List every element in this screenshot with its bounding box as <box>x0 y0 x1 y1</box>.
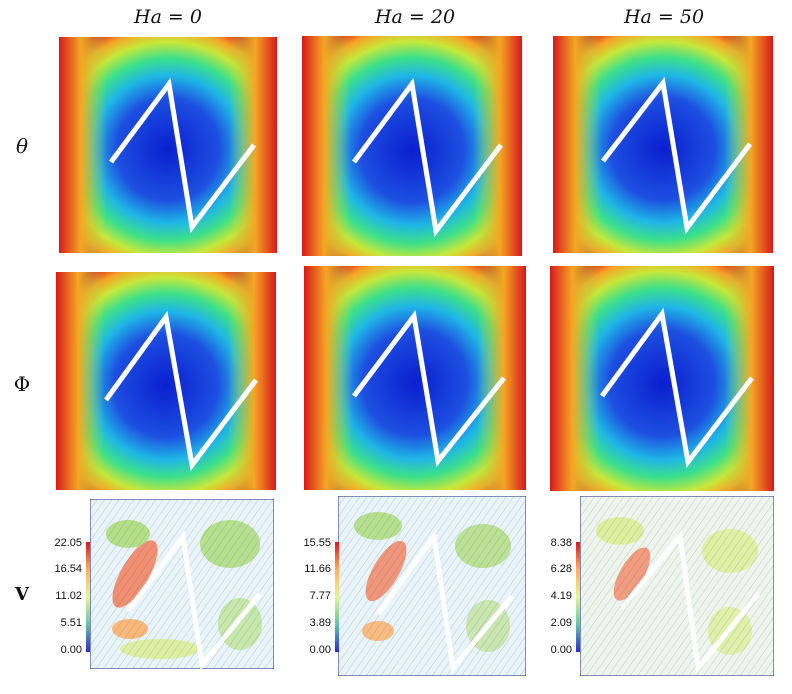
velocity-colorbar-ha-50 <box>576 542 580 652</box>
phi-field-ha-50 <box>550 266 774 491</box>
zigzag-baffle <box>620 529 760 675</box>
column-title-ha-20: Ha = 20 <box>374 6 456 28</box>
row-label-velocity: V <box>15 584 29 605</box>
zigzag-baffle <box>599 307 754 469</box>
row-label-phi: Φ <box>13 372 31 396</box>
velocity-field-ha-20 <box>338 496 526 676</box>
colorbar-tick: 3.89 <box>309 617 331 629</box>
colorbar-tick: 11.02 <box>55 590 82 602</box>
zigzag-baffle <box>103 310 258 472</box>
colorbar-tick: 5.51 <box>60 617 82 629</box>
colorbar-tick: 7.77 <box>309 590 331 602</box>
phi-field-ha-20 <box>304 266 526 490</box>
colorbar-tick: 22.05 <box>54 537 82 549</box>
velocity-field-ha-50 <box>580 496 774 676</box>
zigzag-baffle <box>352 309 506 467</box>
zigzag-baffle <box>601 76 752 235</box>
zigzag-baffle <box>375 529 514 674</box>
zigzag-baffle <box>125 530 262 669</box>
colorbar-tick: 4.19 <box>550 590 572 602</box>
zigzag-baffle <box>108 77 256 234</box>
colorbar-tick: 8.38 <box>550 537 572 549</box>
colorbar-tick: 15.55 <box>303 537 331 549</box>
velocity-colorbar-ha-0 <box>86 542 90 652</box>
colorbar-tick: 0.00 <box>309 644 331 656</box>
velocity-field-ha-0 <box>90 499 274 669</box>
colorbar-tick: 6.28 <box>550 563 572 575</box>
colorbar-tick: 11.66 <box>304 563 331 575</box>
velocity-colorbar-ha-20 <box>335 542 339 652</box>
row-label-theta: θ <box>15 134 29 158</box>
colorbar-tick: 0.00 <box>550 644 572 656</box>
zigzag-baffle <box>351 77 503 238</box>
theta-field-ha-50 <box>553 36 773 253</box>
theta-field-ha-0 <box>59 37 277 253</box>
column-title-ha-50: Ha = 50 <box>623 6 705 28</box>
theta-field-ha-20 <box>302 36 522 256</box>
column-title-ha-0: Ha = 0 <box>134 6 202 28</box>
colorbar-tick: 0.00 <box>60 644 82 656</box>
colorbar-tick: 16.54 <box>54 563 82 575</box>
phi-field-ha-0 <box>56 272 276 490</box>
colorbar-tick: 2.09 <box>550 617 572 629</box>
